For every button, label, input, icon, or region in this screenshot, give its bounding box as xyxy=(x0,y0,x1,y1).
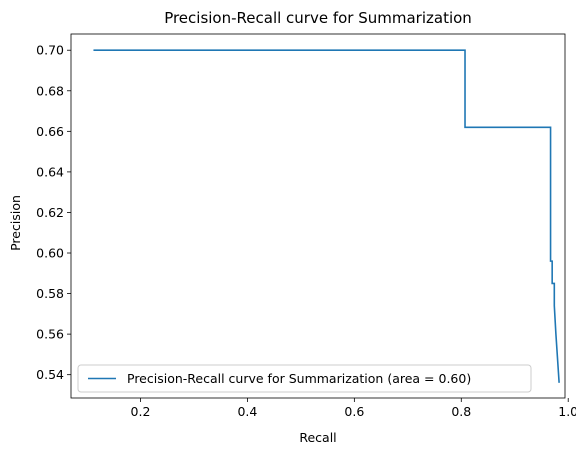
chart-title: Precision-Recall curve for Summarization xyxy=(164,9,472,27)
y-axis-ticks: 0.54 0.56 0.58 0.60 0.62 0.64 0.66 0.68 0.70 xyxy=(36,43,71,382)
y-tick-label: 0.68 xyxy=(36,83,64,98)
x-axis-label: Recall xyxy=(299,430,336,445)
y-tick-label: 0.64 xyxy=(36,164,64,179)
y-tick-label: 0.58 xyxy=(36,286,64,301)
legend-box xyxy=(77,364,532,393)
x-tick-label: 0.2 xyxy=(131,404,151,419)
x-tick-label: 0.6 xyxy=(344,404,364,419)
pr-curve-line xyxy=(93,49,560,383)
legend-label: Precision-Recall curve for Summarization… xyxy=(127,371,471,386)
x-axis-ticks: 0.2 0.4 0.6 0.8 1.0 xyxy=(131,398,576,419)
y-tick-label: 0.56 xyxy=(36,327,64,342)
y-tick-label: 0.62 xyxy=(36,205,64,220)
plot-frame xyxy=(70,33,566,399)
y-tick-label: 0.60 xyxy=(36,246,64,261)
y-tick-label: 0.66 xyxy=(36,124,64,139)
x-tick-label: 0.8 xyxy=(451,404,471,419)
x-tick-label: 0.4 xyxy=(237,404,257,419)
y-tick-label: 0.54 xyxy=(36,367,64,382)
series-layer xyxy=(93,49,560,383)
legend: Precision-Recall curve for Summarization… xyxy=(77,364,532,393)
y-tick-label: 0.70 xyxy=(36,43,64,58)
y-axis-label: Precision xyxy=(8,195,23,251)
x-tick-label: 1.0 xyxy=(558,404,576,419)
